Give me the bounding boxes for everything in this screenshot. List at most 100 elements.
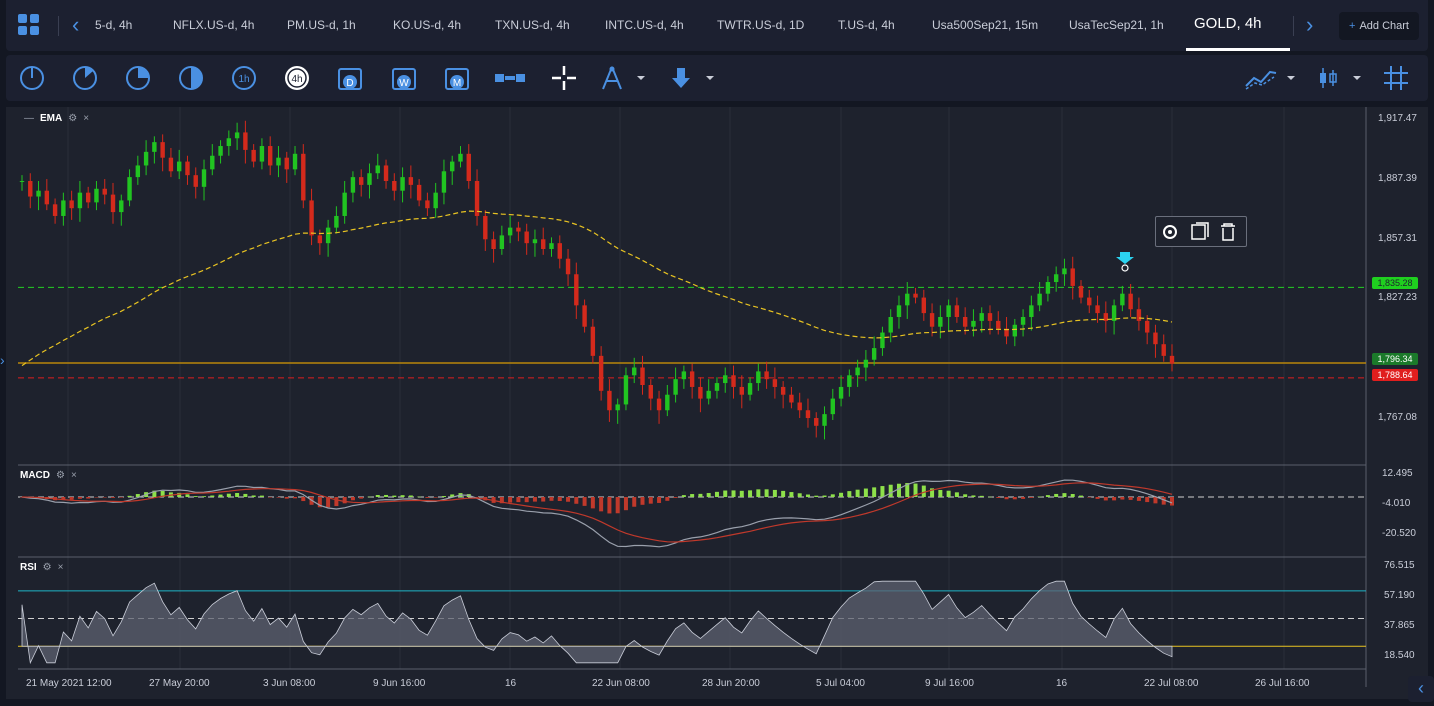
macd-histogram-bar: [888, 484, 893, 497]
candle-body: [681, 371, 687, 380]
period-daily-icon[interactable]: D: [336, 64, 364, 92]
collapse-panel-icon[interactable]: ‹: [1408, 676, 1434, 702]
macd-histogram-bar: [77, 497, 82, 499]
candle-body: [251, 149, 256, 162]
tab-chart[interactable]: PM.US-d, 1h: [287, 18, 356, 32]
period-weekly-icon[interactable]: W: [390, 64, 418, 92]
macd-histogram-bar: [268, 497, 273, 498]
crosshair-icon[interactable]: [550, 64, 578, 92]
candle-body: [507, 227, 513, 236]
candle-body: [218, 146, 223, 156]
macd-histogram-bar: [748, 490, 753, 497]
tab-chart[interactable]: 5-d, 4h: [95, 18, 133, 32]
candle-body: [499, 235, 505, 249]
chevron-down-icon[interactable]: [634, 64, 648, 92]
candle-body: [450, 161, 455, 172]
add-chart-button[interactable]: + Add Chart: [1339, 12, 1419, 40]
macd-histogram-bar: [516, 497, 521, 503]
layout-grid-icon[interactable]: [18, 14, 40, 36]
macd-legend[interactable]: MACD ⚙ ×: [20, 470, 77, 481]
chart-type-bar-icon[interactable]: [494, 64, 526, 92]
candle-body: [632, 367, 637, 376]
period-15m-icon[interactable]: [124, 64, 152, 92]
period-5m-icon[interactable]: [71, 64, 99, 92]
candle-body: [847, 375, 852, 387]
close-icon[interactable]: ×: [70, 470, 77, 481]
macd-histogram-bar: [781, 490, 786, 497]
tab-chart[interactable]: NFLX.US-d, 4h: [173, 18, 255, 32]
period-4h-icon[interactable]: 4h: [283, 64, 311, 92]
candle-body: [1053, 274, 1059, 283]
macd-histogram-bar: [855, 489, 860, 497]
macd-histogram-bar: [607, 497, 612, 514]
close-icon[interactable]: ×: [83, 113, 90, 124]
price-tag-current: 1,796.34: [1372, 353, 1418, 365]
settings-icon[interactable]: ⚙: [56, 470, 65, 481]
drawing-tools-icon[interactable]: [598, 64, 626, 92]
candle-body: [375, 165, 380, 174]
candle-body: [723, 375, 728, 384]
candle-body: [152, 142, 157, 152]
download-arrow-icon[interactable]: [667, 64, 695, 92]
macd-histogram-bar: [218, 494, 223, 497]
period-30m-icon[interactable]: [177, 64, 205, 92]
candle-body: [764, 371, 769, 380]
ema-legend[interactable]: — EMA ⚙ ×: [24, 113, 90, 124]
period-monthly-icon[interactable]: M: [443, 64, 471, 92]
macd-histogram-bar: [880, 486, 885, 497]
tab-chart-active[interactable]: GOLD, 4h: [1194, 15, 1262, 32]
tab-chart[interactable]: TWTR.US-d, 1D: [717, 18, 805, 32]
macd-histogram-bar: [971, 495, 976, 497]
candle-body: [135, 165, 141, 178]
macd-histogram-bar: [698, 493, 703, 497]
alert-anchor-point: [1121, 264, 1129, 272]
macd-histogram-bar: [61, 497, 66, 500]
macd-histogram-bar: [1120, 497, 1125, 500]
macd-line: [21, 479, 1173, 548]
candle-body: [210, 155, 215, 170]
rsi-legend[interactable]: RSI ⚙ ×: [20, 562, 63, 573]
time-axis-label: 9 Jul 16:00: [925, 678, 974, 689]
chevron-down-icon[interactable]: [703, 64, 717, 92]
chart-area[interactable]: — EMA ⚙ × MACD ⚙ × RSI ⚙ × 1,917.47 1,887.39 1,…: [6, 107, 1428, 699]
chevron-down-icon[interactable]: [1350, 64, 1364, 92]
tab-chart[interactable]: Usa500Sep21, 15m: [932, 18, 1039, 32]
gear-icon[interactable]: [1163, 225, 1177, 239]
settings-icon[interactable]: ⚙: [42, 562, 52, 573]
tab-chart[interactable]: T.US-d, 4h: [838, 18, 895, 32]
tab-chart[interactable]: TXN.US-d, 4h: [495, 18, 570, 32]
candle-body: [1153, 332, 1158, 345]
tab-chart[interactable]: UsaTecSep21, 1h: [1069, 18, 1164, 32]
macd-histogram-bar: [276, 497, 281, 498]
settings-icon[interactable]: ⚙: [68, 113, 78, 124]
candlestick-type-icon[interactable]: [1314, 64, 1342, 92]
macd-histogram-bar: [425, 497, 430, 498]
candle-body: [971, 320, 976, 327]
macd-histogram-bar: [450, 494, 455, 497]
candle-body: [863, 359, 869, 368]
trash-icon[interactable]: [1221, 223, 1235, 241]
candle-body: [201, 169, 207, 187]
macd-histogram-bar: [1021, 497, 1026, 499]
macd-histogram-bar: [797, 493, 802, 497]
period-1m-icon[interactable]: [18, 64, 46, 92]
tab-chart[interactable]: KO.US-d, 4h: [393, 18, 462, 32]
chevron-down-icon[interactable]: [1284, 64, 1298, 92]
macd-histogram-bar: [1161, 497, 1166, 505]
period-1h-icon[interactable]: 1h: [230, 64, 258, 92]
macd-histogram-bar: [69, 497, 74, 500]
grid-toggle-icon[interactable]: [1382, 64, 1410, 92]
tab-chart[interactable]: INTC.US-d, 4h: [605, 18, 684, 32]
tabs-scroll-left-icon[interactable]: ‹: [72, 12, 80, 37]
left-edge-arrow-icon[interactable]: ›: [0, 352, 5, 368]
candle-body: [665, 394, 670, 411]
macd-histogram-bar: [930, 488, 935, 497]
macd-histogram-bar: [590, 497, 595, 509]
price-chart-canvas[interactable]: [6, 107, 1428, 699]
tabs-scroll-right-icon[interactable]: ›: [1306, 12, 1314, 37]
candle-body: [234, 132, 240, 139]
close-icon[interactable]: ×: [57, 562, 64, 573]
clone-icon[interactable]: [1191, 222, 1209, 240]
indicators-icon[interactable]: [1244, 64, 1278, 92]
candle-body: [325, 227, 331, 244]
